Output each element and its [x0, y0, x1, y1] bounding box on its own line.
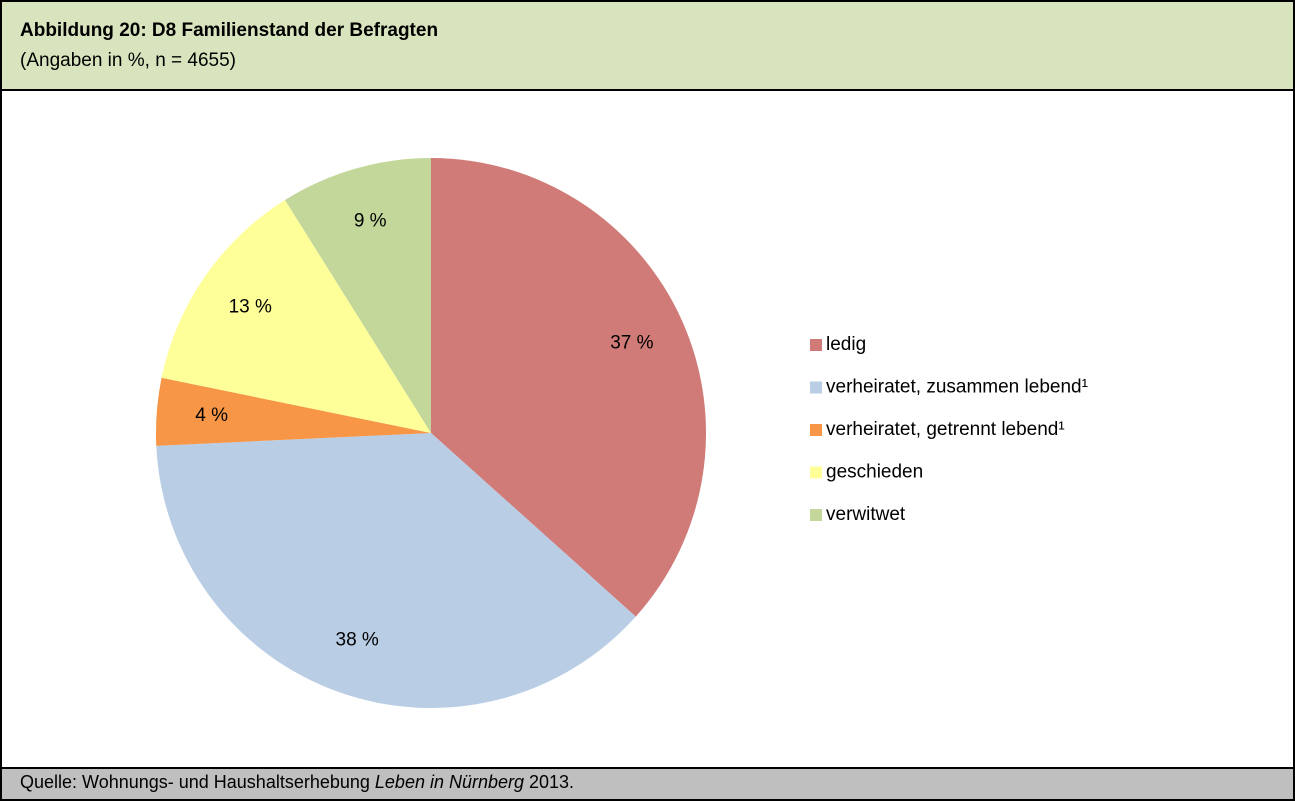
chart-area: 37 % 38 % 4 % 13 % 9 % ledig verheiratet, zusa… — [0, 91, 1295, 767]
header: Abbildung 20: D8 Familienstand der Befra… — [0, 0, 1295, 91]
legend-swatch — [810, 424, 822, 436]
subtitle: (Angaben in %, n = 4655) — [20, 50, 237, 71]
legend-label: verheiratet, zusammen lebend¹ — [826, 377, 1088, 398]
legend-swatch — [810, 339, 822, 351]
data-label: 13 % — [229, 297, 272, 318]
legend-swatch — [810, 509, 822, 521]
source-title: Leben in Nürnberg — [374, 772, 525, 792]
title: Abbildung 20: D8 Familienstand der Befra… — [20, 20, 439, 41]
chart: 37 % 38 % 4 % 13 % 9 % ledig verheiratet, zusa… — [156, 158, 1088, 708]
data-label: 38 % — [336, 629, 379, 650]
pie-slice — [284, 158, 431, 433]
legend-swatch — [810, 466, 822, 479]
source: 2013. — [524, 772, 575, 792]
legend-label: verwitwet — [826, 504, 906, 525]
pie-slice — [431, 158, 707, 617]
pie-slice — [156, 433, 636, 708]
legend-swatch — [810, 381, 822, 394]
data-label: 4 % — [195, 405, 228, 426]
legend-label: verheiratet, getrennt lebend¹ — [826, 419, 1065, 440]
legend-label: ledig — [826, 334, 866, 355]
legend-label: geschieden — [826, 462, 923, 483]
footer: Quelle: Wohnungs- und Haushaltserhebung … — [0, 767, 1295, 801]
data-label: 37 % — [610, 332, 653, 353]
pie-slice — [161, 199, 431, 433]
data-label: 9 % — [354, 211, 387, 232]
source: Quelle: Wohnungs- und Haushaltserhebung — [20, 772, 375, 792]
pie-slice — [156, 377, 431, 446]
